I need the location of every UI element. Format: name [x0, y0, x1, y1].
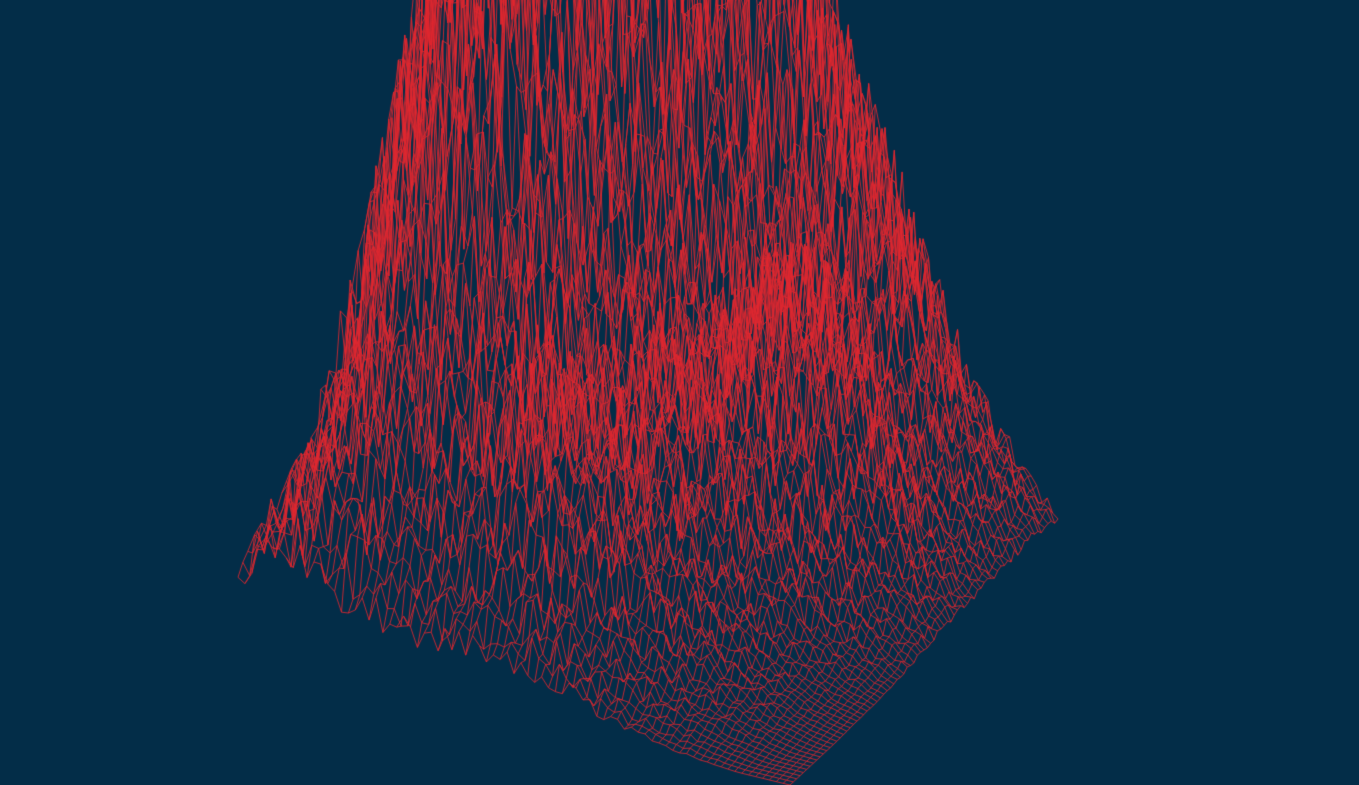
render-viewport[interactable] — [0, 0, 1359, 785]
wireframe-terrain-canvas[interactable] — [0, 0, 1359, 785]
